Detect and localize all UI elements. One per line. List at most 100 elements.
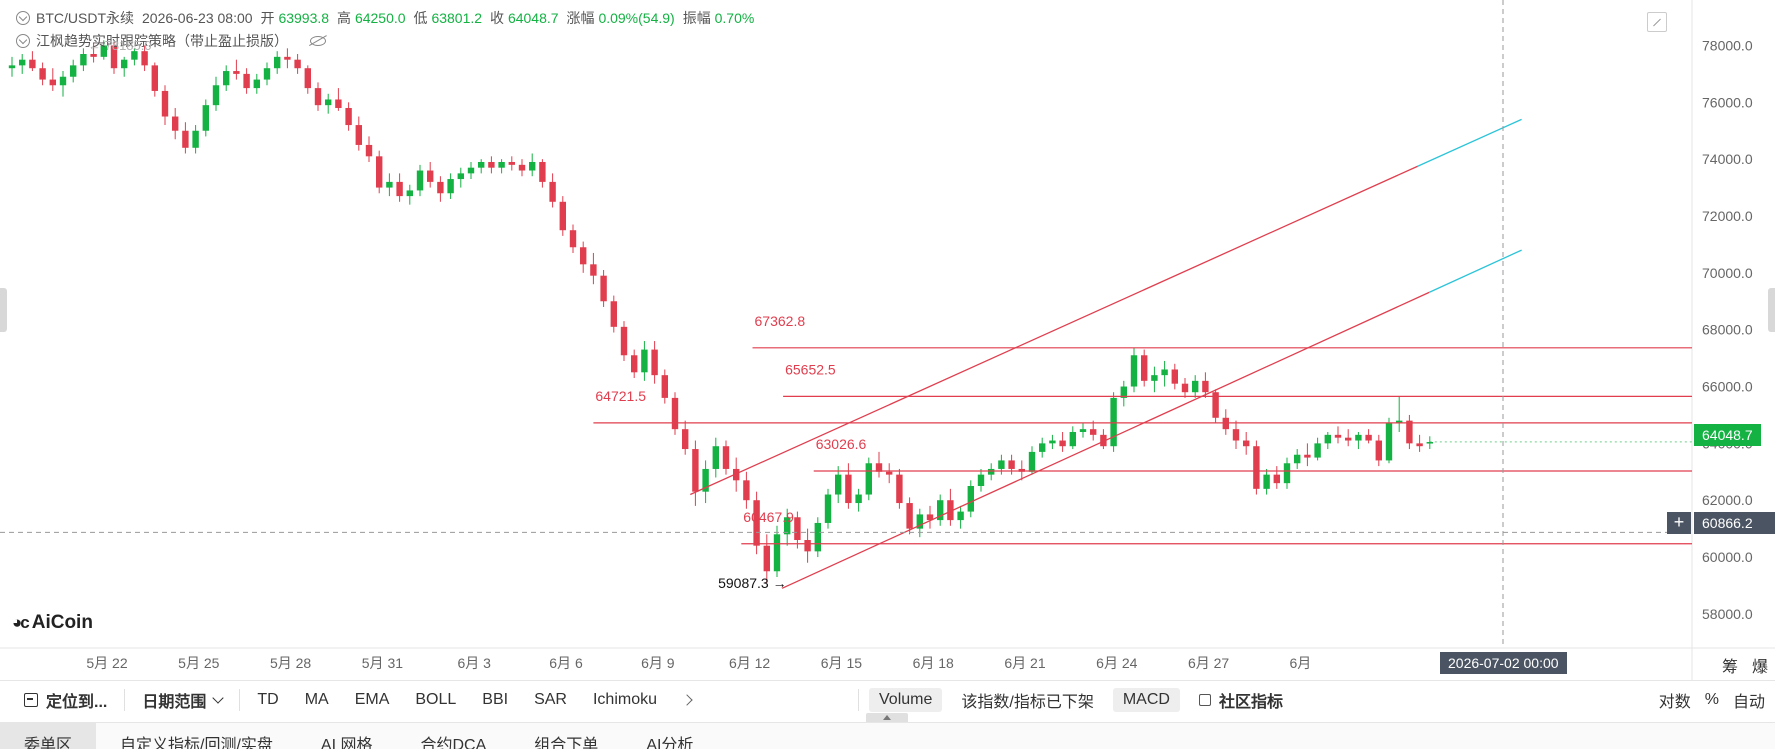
- candle-body: [1385, 423, 1393, 461]
- tab-contract-dca[interactable]: 合约DCA: [420, 737, 487, 749]
- tab-orders[interactable]: 委单区: [0, 723, 97, 749]
- candle-body: [1079, 429, 1087, 432]
- locate-button[interactable]: 定位到...: [0, 688, 120, 712]
- add-alert-button[interactable]: +: [1667, 512, 1691, 534]
- aicoin-logo-icon: ◕c: [12, 613, 30, 632]
- community-indicators-button[interactable]: 社区指标: [1186, 688, 1296, 712]
- candle-body: [753, 500, 760, 546]
- candle-body: [1120, 386, 1127, 398]
- change-label: 涨幅: [566, 10, 595, 26]
- candle-body: [365, 144, 373, 157]
- candle-body: [151, 65, 158, 91]
- x-tick-label: 5月 22: [86, 655, 127, 671]
- x-tick-label: 5月 28: [270, 655, 311, 671]
- x-tick-label: 6月 15: [821, 655, 862, 671]
- indicator-ema[interactable]: EMA: [354, 691, 390, 708]
- scale-options: 对数 % 自动: [1659, 681, 1765, 719]
- amplitude-value: 0.70%: [714, 10, 755, 26]
- chevron-down-icon: [212, 692, 225, 704]
- left-panel-toggle[interactable]: [0, 288, 7, 332]
- tab-custom-indicator[interactable]: 自定义指标/回测/实盘: [120, 737, 273, 749]
- panel-resize-handle[interactable]: [866, 713, 908, 723]
- tab-combo-order[interactable]: 组合下单: [534, 737, 599, 749]
- max-price-marker: ← 78185.0: [88, 38, 152, 53]
- open-value: 63993.8: [278, 10, 330, 26]
- change-value: 0.09%(54.9): [598, 10, 675, 26]
- candle-body: [488, 162, 495, 168]
- indicator-td[interactable]: TD: [257, 691, 279, 708]
- indicator-ichimoku[interactable]: Ichimoku: [592, 691, 658, 708]
- price-chart[interactable]: 58000.060000.062000.064000.066000.068000…: [0, 0, 1775, 680]
- candle-body: [508, 162, 515, 165]
- x-tick-label: 6月 3: [457, 655, 491, 671]
- date-range-label: 日期范围: [142, 694, 207, 711]
- candle-body: [998, 460, 1005, 469]
- indicator-toolbar: 定位到... 日期范围 TD MA EMA BOLL BBI SAR Ichim…: [0, 680, 1775, 719]
- ohlc-legend: BTC/USDT永续 2026-06-23 08:00 开 63993.8 高 …: [16, 8, 754, 28]
- candle-body: [600, 275, 607, 302]
- candle-body: [253, 79, 260, 89]
- candle-body: [335, 99, 342, 108]
- aicoin-logo: ◕c AiCoin: [12, 612, 93, 634]
- indicator-boll[interactable]: BOLL: [415, 691, 457, 708]
- candle-body: [161, 90, 169, 117]
- indicator-delisted[interactable]: 该指数/指标已下架: [961, 694, 1094, 711]
- candle-body: [121, 59, 128, 69]
- candle-body: [1059, 440, 1066, 447]
- fullscreen-icon[interactable]: [1647, 12, 1667, 32]
- tab-ai-grid[interactable]: AI 网格: [320, 737, 373, 749]
- candle-body: [1294, 454, 1301, 464]
- low-price-label: 59087.3 →: [718, 575, 787, 591]
- indicator-ma[interactable]: MA: [304, 691, 329, 708]
- candle-body: [447, 179, 454, 194]
- trend-line: [781, 291, 1430, 589]
- candle-body: [1090, 429, 1097, 435]
- more-indicators-button[interactable]: [670, 694, 704, 706]
- candle-body: [1130, 355, 1138, 387]
- indicator-volume[interactable]: Volume: [869, 688, 943, 712]
- candle-body: [855, 494, 862, 504]
- candle-body: [977, 474, 985, 486]
- candle-body: [1273, 474, 1280, 484]
- date-range-dropdown[interactable]: 日期范围: [129, 688, 235, 712]
- candle-body: [559, 201, 566, 231]
- collapse-icon[interactable]: [16, 34, 30, 48]
- candle-body: [345, 108, 352, 126]
- indicator-sar[interactable]: SAR: [534, 691, 567, 708]
- candle-body: [141, 51, 148, 66]
- indicator-macd[interactable]: MACD: [1112, 688, 1180, 712]
- right-panel-toggle[interactable]: [1768, 288, 1775, 332]
- candle-body: [610, 301, 617, 327]
- chips-button[interactable]: 筹: [1722, 659, 1739, 676]
- candle-body: [671, 397, 679, 430]
- indicator-bbi[interactable]: BBI: [482, 691, 509, 708]
- candle-body: [529, 162, 536, 171]
- y-tick-label: 74000.0: [1702, 151, 1753, 167]
- high-label: 高: [337, 10, 352, 26]
- candle-body: [835, 474, 842, 495]
- candle-body: [437, 181, 444, 194]
- candle-body: [824, 494, 832, 523]
- bottom-tabs: 委单区 自定义指标/回测/实盘 AI 网格 合约DCA 组合下单 AI分析: [0, 722, 1775, 749]
- candle-body: [1049, 440, 1056, 444]
- auto-scale-toggle[interactable]: 自动: [1732, 694, 1765, 711]
- collapse-icon[interactable]: [16, 11, 30, 25]
- tab-ai-analysis[interactable]: AI分析: [646, 737, 694, 749]
- trend-line-extension: [1417, 118, 1522, 167]
- liquidation-button[interactable]: 爆: [1752, 659, 1769, 676]
- candle-body: [386, 181, 393, 188]
- candle-body: [1426, 441, 1433, 444]
- candle-body: [1416, 443, 1423, 447]
- candle-body: [1406, 420, 1413, 444]
- candle-body: [416, 170, 424, 191]
- candle-body: [875, 463, 883, 472]
- eye-hidden-icon[interactable]: [310, 36, 326, 46]
- locate-label: 定位到...: [46, 694, 108, 711]
- candle-body: [886, 471, 893, 475]
- bar-datetime: 2026-06-23 08:00: [142, 10, 253, 26]
- candle-body: [1141, 355, 1148, 381]
- y-tick-label: 66000.0: [1702, 379, 1753, 395]
- horizontal-level-label: 60467.9: [743, 509, 794, 525]
- percent-scale-toggle[interactable]: %: [1704, 691, 1719, 708]
- log-scale-toggle[interactable]: 对数: [1658, 694, 1691, 711]
